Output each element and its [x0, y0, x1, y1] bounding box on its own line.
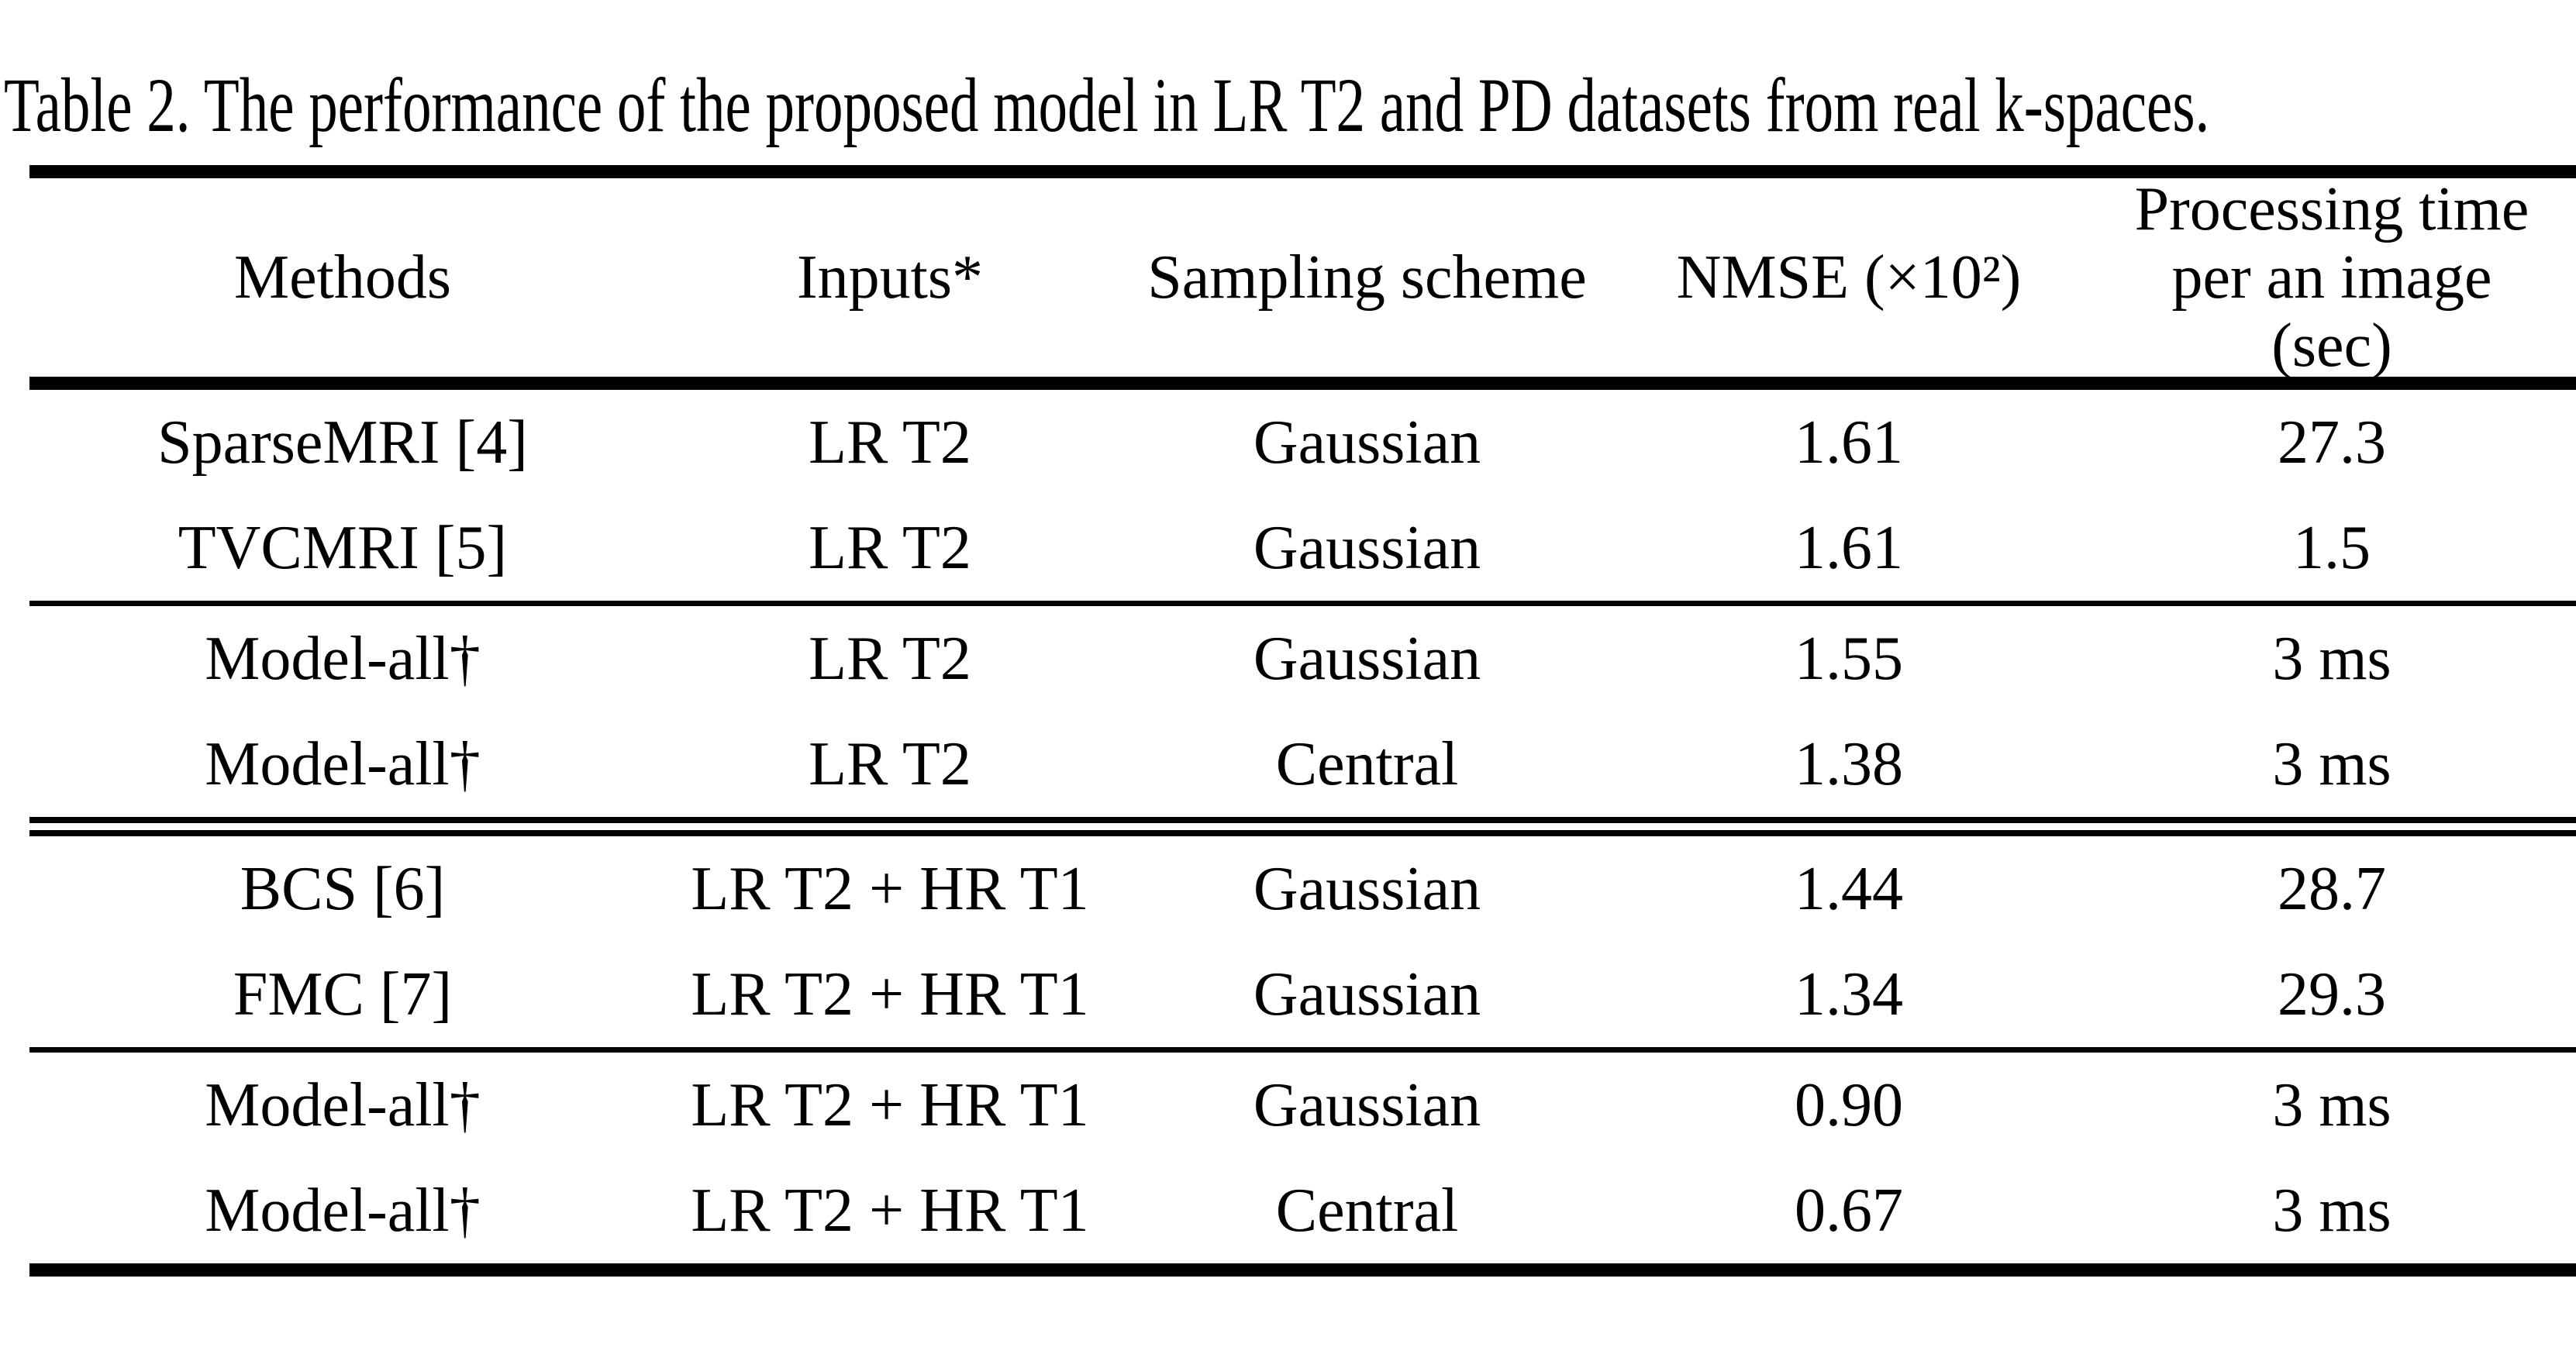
cell-time: 1.5 [2293, 514, 2371, 582]
cell-method: Model-all† [205, 625, 481, 693]
cell-time: 29.3 [2278, 960, 2386, 1029]
cell-method: TVCMRI [5] [178, 514, 508, 582]
cell-nmse: 1.61 [1795, 514, 1903, 582]
cell-method: BCS [6] [240, 855, 446, 923]
header-cell-sampling: Sampling scheme [1147, 243, 1587, 312]
table-row: Model-all† LR T2 Gaussian 1.55 3 ms [29, 606, 2576, 712]
rule-bottom [29, 1263, 2576, 1277]
table-header-row: Methods Inputs* Sampling scheme NMSE (×1… [29, 175, 2576, 380]
rule-divider [29, 601, 2576, 606]
cell-sampling: Gaussian [1253, 855, 1481, 923]
header-cell-methods: Methods [234, 243, 451, 312]
cell-sampling: Gaussian [1253, 625, 1481, 693]
cell-nmse: 1.44 [1795, 855, 1903, 923]
cell-time: 28.7 [2278, 855, 2386, 923]
cell-nmse: 1.55 [1795, 625, 1903, 693]
cell-time: 3 ms [2272, 625, 2392, 693]
cell-inputs: LR T2 + HR T1 [691, 855, 1089, 923]
cell-sampling: Central [1275, 730, 1459, 798]
cell-inputs: LR T2 [809, 514, 971, 582]
cell-inputs: LR T2 [809, 625, 971, 693]
cell-nmse: 0.90 [1795, 1071, 1903, 1139]
cell-method: Model-all† [205, 1177, 481, 1245]
cell-time: 3 ms [2272, 1177, 2392, 1245]
cell-inputs: LR T2 [809, 408, 971, 477]
cell-sampling: Gaussian [1253, 514, 1481, 582]
cell-method: Model-all† [205, 730, 481, 798]
table-row: Model-all† LR T2 + HR T1 Gaussian 0.90 3… [29, 1053, 2576, 1158]
cell-method: FMC [7] [233, 960, 453, 1029]
table-caption: Table 2. The performance of the proposed… [4, 62, 2210, 148]
cell-time: 27.3 [2278, 408, 2386, 477]
header-cell-time: Processing time per an image (sec) [2134, 175, 2529, 380]
cell-time: 3 ms [2272, 1071, 2392, 1139]
cell-method: SparseMRI [4] [157, 408, 528, 477]
cell-inputs: LR T2 + HR T1 [691, 960, 1089, 1029]
cell-nmse: 0.67 [1795, 1177, 1903, 1245]
table-row: Model-all† LR T2 Central 1.38 3 ms [29, 712, 2576, 817]
cell-inputs: LR T2 + HR T1 [691, 1177, 1089, 1245]
rule-top [29, 165, 2576, 178]
table-row: FMC [7] LR T2 + HR T1 Gaussian 1.34 29.3 [29, 942, 2576, 1047]
cell-sampling: Gaussian [1253, 960, 1481, 1029]
table-row: Model-all† LR T2 + HR T1 Central 0.67 3 … [29, 1158, 2576, 1263]
table-row: TVCMRI [5] LR T2 Gaussian 1.61 1.5 [29, 495, 2576, 601]
rule-under-header [29, 377, 2576, 390]
table-row: SparseMRI [4] LR T2 Gaussian 1.61 27.3 [29, 390, 2576, 495]
cell-nmse: 1.34 [1795, 960, 1903, 1029]
header-cell-inputs: Inputs* [797, 243, 983, 312]
cell-method: Model-all† [205, 1071, 481, 1139]
cell-sampling: Gaussian [1253, 408, 1481, 477]
rule-double-divider [29, 817, 2576, 836]
cell-nmse: 1.61 [1795, 408, 1903, 477]
cell-inputs: LR T2 [809, 730, 971, 798]
results-table: Methods Inputs* Sampling scheme NMSE (×1… [29, 165, 2576, 1277]
cell-inputs: LR T2 + HR T1 [691, 1071, 1089, 1139]
cell-sampling: Central [1275, 1177, 1459, 1245]
cell-sampling: Gaussian [1253, 1071, 1481, 1139]
cell-nmse: 1.38 [1795, 730, 1903, 798]
table-row: BCS [6] LR T2 + HR T1 Gaussian 1.44 28.7 [29, 836, 2576, 942]
cell-time: 3 ms [2272, 730, 2392, 798]
header-cell-nmse: NMSE (×10²) [1676, 243, 2022, 312]
rule-divider [29, 1047, 2576, 1053]
